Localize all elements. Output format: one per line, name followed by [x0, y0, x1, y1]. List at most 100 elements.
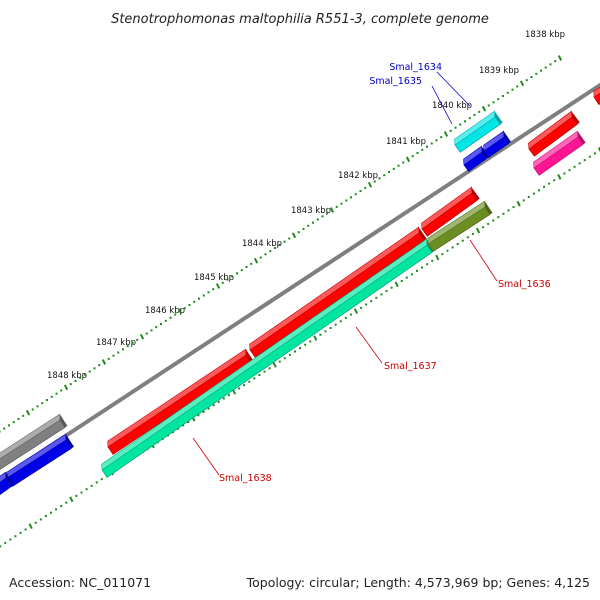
ruler-dot	[50, 512, 52, 514]
ruler-dot	[421, 267, 423, 269]
ruler-major-tick	[293, 233, 295, 238]
ruler-dot	[294, 351, 296, 353]
tick-label: 1844 kbp	[242, 239, 282, 249]
feature-body	[250, 233, 424, 357]
ruler-dot	[488, 105, 490, 107]
ruler-dot	[543, 186, 545, 188]
ruler-dot	[383, 174, 385, 176]
ruler-dot	[227, 279, 229, 281]
tick-label: 1845 kbp	[194, 273, 234, 283]
ruler-dot	[248, 381, 250, 383]
ruler-major-tick	[29, 524, 31, 529]
ruler-dot	[228, 394, 230, 396]
ruler-dot	[584, 159, 586, 161]
ruler-dot	[512, 89, 514, 91]
ruler-dot	[345, 200, 347, 202]
gene-label-smal-1635[interactable]: Smal_1635	[369, 76, 422, 87]
ruler-dot	[528, 196, 530, 198]
ruler-dot	[538, 189, 540, 191]
ruler-dot	[411, 273, 413, 275]
genome-stats-text: Topology: circular; Length: 4,573,969 bp…	[247, 575, 590, 590]
ruler-dot	[86, 488, 88, 490]
ruler-dot	[554, 60, 556, 62]
ruler-dot	[436, 139, 438, 141]
ruler-dot	[545, 67, 547, 69]
ruler-dot	[388, 171, 390, 173]
tick-label: 1843 kbp	[291, 206, 331, 216]
ruler-dot	[516, 86, 518, 88]
dotted-guides	[0, 56, 600, 548]
ruler-dot	[79, 377, 81, 379]
ruler-dot	[594, 152, 596, 154]
ruler-dot	[513, 206, 515, 208]
ruler-dot	[246, 266, 248, 268]
ruler-major-tick	[27, 410, 29, 415]
gene-label-smal-1638[interactable]: Smal_1638	[219, 473, 272, 484]
ruler-dot	[160, 323, 162, 325]
ruler-major-tick	[70, 497, 72, 502]
ruler-dot	[502, 213, 504, 215]
ruler-dot	[350, 314, 352, 316]
ruler-dot	[563, 173, 565, 175]
ruler-dot	[4, 542, 6, 544]
ruler-dot	[497, 216, 499, 218]
ruler-dot	[122, 348, 124, 350]
callout-line	[193, 438, 219, 475]
ruler-dot	[492, 220, 494, 222]
ruler-dot	[550, 63, 552, 65]
genome-map[interactable]: Stenotrophomonas maltophilia R551-3, com…	[0, 0, 600, 600]
ruler-dot	[98, 364, 100, 366]
ruler-dot	[440, 136, 442, 138]
ruler-dot	[330, 327, 332, 329]
ruler-dot	[238, 387, 240, 389]
ruler-dot	[55, 508, 57, 510]
tick-label: 1848 kbp	[47, 371, 87, 381]
ruler-major-tick	[445, 132, 447, 137]
ruler-dot	[223, 398, 225, 400]
ruler-dot	[336, 206, 338, 208]
ruler-dot	[447, 250, 449, 252]
ruler-dot	[365, 303, 367, 305]
ruler-dot	[20, 532, 22, 534]
ruler-dot	[317, 219, 319, 221]
ruler-dot	[60, 390, 62, 392]
ruler-dot	[406, 277, 408, 279]
gene-bar-smal-1637[interactable]	[102, 239, 435, 477]
ruler-dot	[426, 146, 428, 148]
ruler-dot	[355, 193, 357, 195]
gene-label-smal-1636[interactable]: Smal_1636	[498, 279, 551, 290]
ruler-dot	[350, 196, 352, 198]
gene-label-smal-1637[interactable]: Smal_1637	[384, 361, 437, 372]
map-title: Stenotrophomonas maltophilia R551-3, com…	[111, 12, 489, 27]
ruler-dot	[96, 481, 98, 483]
ruler-dot	[75, 495, 77, 497]
ruler-dot	[288, 238, 290, 240]
ruler-dot	[9, 539, 11, 541]
ruler-dot	[380, 293, 382, 295]
ruler-dot	[467, 236, 469, 238]
ruler-dot	[569, 169, 571, 171]
ruler-dot	[309, 340, 311, 342]
ruler-dot	[84, 374, 86, 376]
ruler-dot	[253, 377, 255, 379]
ruler-dot	[497, 98, 499, 100]
ruler-dot	[231, 276, 233, 278]
ruler-dot	[391, 287, 393, 289]
ruler-dot	[298, 231, 300, 233]
ruler-dot	[312, 222, 314, 224]
ruler-dot	[574, 166, 576, 168]
ruler-dot	[548, 183, 550, 185]
feature-red-upper-1[interactable]	[108, 349, 254, 454]
ruler-dot	[304, 344, 306, 346]
ruler-dot	[70, 383, 72, 385]
ruler-dot	[553, 179, 555, 181]
ruler-dot	[8, 424, 10, 426]
ruler-dot	[307, 225, 309, 227]
ruler-dot	[3, 428, 5, 430]
ruler-dot	[146, 333, 148, 335]
ruler-dot	[472, 233, 474, 235]
gene-label-smal-1634[interactable]: Smal_1634	[389, 62, 442, 73]
ruler-dot	[401, 280, 403, 282]
tick-label: 1841 kbp	[386, 137, 426, 147]
ruler-dot	[540, 70, 542, 72]
